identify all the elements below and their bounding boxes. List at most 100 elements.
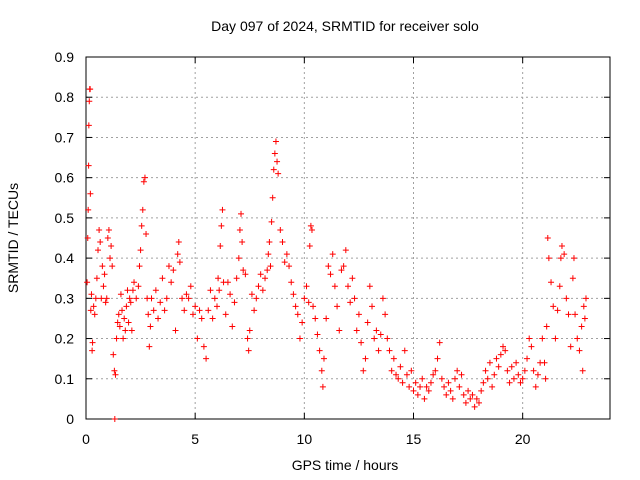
- data-point: [286, 263, 293, 270]
- x-tick-label: 20: [515, 431, 531, 447]
- data-point: [104, 235, 111, 241]
- data-point: [93, 275, 100, 282]
- data-point: [369, 303, 376, 310]
- data-point: [215, 275, 222, 282]
- data-point: [454, 367, 461, 374]
- data-point: [227, 291, 234, 298]
- data-point: [303, 283, 310, 290]
- data-point: [239, 239, 246, 246]
- data-point: [244, 335, 251, 342]
- data-point: [229, 323, 236, 330]
- data-point: [465, 387, 472, 394]
- data-point: [467, 395, 474, 402]
- data-point: [462, 399, 469, 406]
- data-point: [203, 355, 210, 362]
- data-point: [181, 307, 188, 314]
- data-point: [157, 299, 164, 306]
- data-point: [255, 283, 262, 290]
- data-point: [275, 170, 282, 177]
- data-point: [265, 251, 272, 258]
- data-point: [288, 279, 295, 286]
- data-point: [277, 226, 284, 233]
- data-point: [541, 359, 548, 366]
- data-point: [567, 343, 574, 350]
- data-point: [506, 379, 513, 386]
- data-point: [569, 275, 576, 282]
- data-point: [135, 283, 142, 290]
- data-point: [377, 331, 384, 338]
- x-tick-label: 0: [82, 431, 90, 447]
- data-point: [192, 303, 199, 310]
- x-tick-label: 10: [297, 431, 313, 447]
- data-point: [338, 267, 345, 274]
- data-point: [248, 291, 255, 298]
- data-point: [108, 243, 115, 250]
- data-point: [105, 226, 112, 233]
- data-point: [480, 379, 487, 386]
- data-point: [528, 343, 535, 350]
- data-point: [423, 383, 430, 390]
- data-point: [570, 255, 577, 262]
- data-point: [138, 222, 145, 229]
- data-point: [115, 311, 122, 318]
- data-point: [109, 263, 116, 270]
- data-point: [327, 271, 334, 278]
- data-point: [545, 255, 552, 262]
- data-point: [554, 307, 561, 314]
- data-point: [347, 299, 354, 306]
- data-point: [102, 299, 109, 306]
- y-tick-label: 0.5: [55, 210, 75, 226]
- data-point: [395, 375, 402, 382]
- data-point: [379, 295, 386, 302]
- data-point: [320, 355, 327, 362]
- data-point: [268, 218, 275, 225]
- data-point: [550, 303, 557, 310]
- data-point: [508, 363, 515, 370]
- data-point: [140, 178, 147, 185]
- data-point: [534, 371, 541, 378]
- data-point: [319, 383, 326, 390]
- data-point: [155, 315, 162, 322]
- data-point: [495, 363, 502, 370]
- data-point: [238, 210, 245, 217]
- data-points: [84, 86, 589, 422]
- data-point: [87, 307, 94, 314]
- data-point: [189, 311, 196, 318]
- gridlines: [86, 57, 610, 419]
- axis-ticks: 0 0.1 0.2 0.3 0.4 0.5 0.6 0.7 0.8 0.9 0 5 10 15 20: [55, 49, 610, 447]
- data-point: [242, 271, 249, 278]
- data-point: [425, 387, 432, 394]
- data-point: [121, 315, 128, 322]
- data-point: [84, 279, 91, 286]
- data-point: [301, 295, 308, 302]
- data-point: [196, 307, 203, 314]
- data-point: [87, 190, 94, 197]
- data-point: [517, 379, 524, 386]
- data-point: [576, 347, 583, 354]
- data-point: [174, 251, 181, 258]
- data-point: [353, 327, 360, 334]
- data-point: [406, 383, 413, 390]
- data-point: [484, 375, 491, 382]
- data-point: [504, 367, 511, 374]
- data-point: [438, 375, 445, 382]
- data-point: [362, 355, 369, 362]
- data-point: [259, 287, 266, 294]
- data-point: [129, 287, 136, 294]
- data-point: [558, 243, 565, 250]
- data-point: [88, 291, 95, 298]
- data-point: [179, 295, 186, 302]
- data-point: [281, 259, 288, 266]
- x-tick-label: 5: [191, 431, 199, 447]
- data-point: [91, 311, 98, 318]
- data-point: [92, 295, 99, 302]
- data-point: [99, 263, 106, 270]
- data-point: [451, 375, 458, 382]
- data-point: [125, 319, 132, 326]
- data-point: [262, 275, 269, 282]
- data-point: [127, 299, 134, 306]
- data-point: [443, 391, 450, 398]
- data-point: [306, 243, 313, 250]
- data-point: [198, 315, 205, 322]
- data-point: [269, 194, 276, 201]
